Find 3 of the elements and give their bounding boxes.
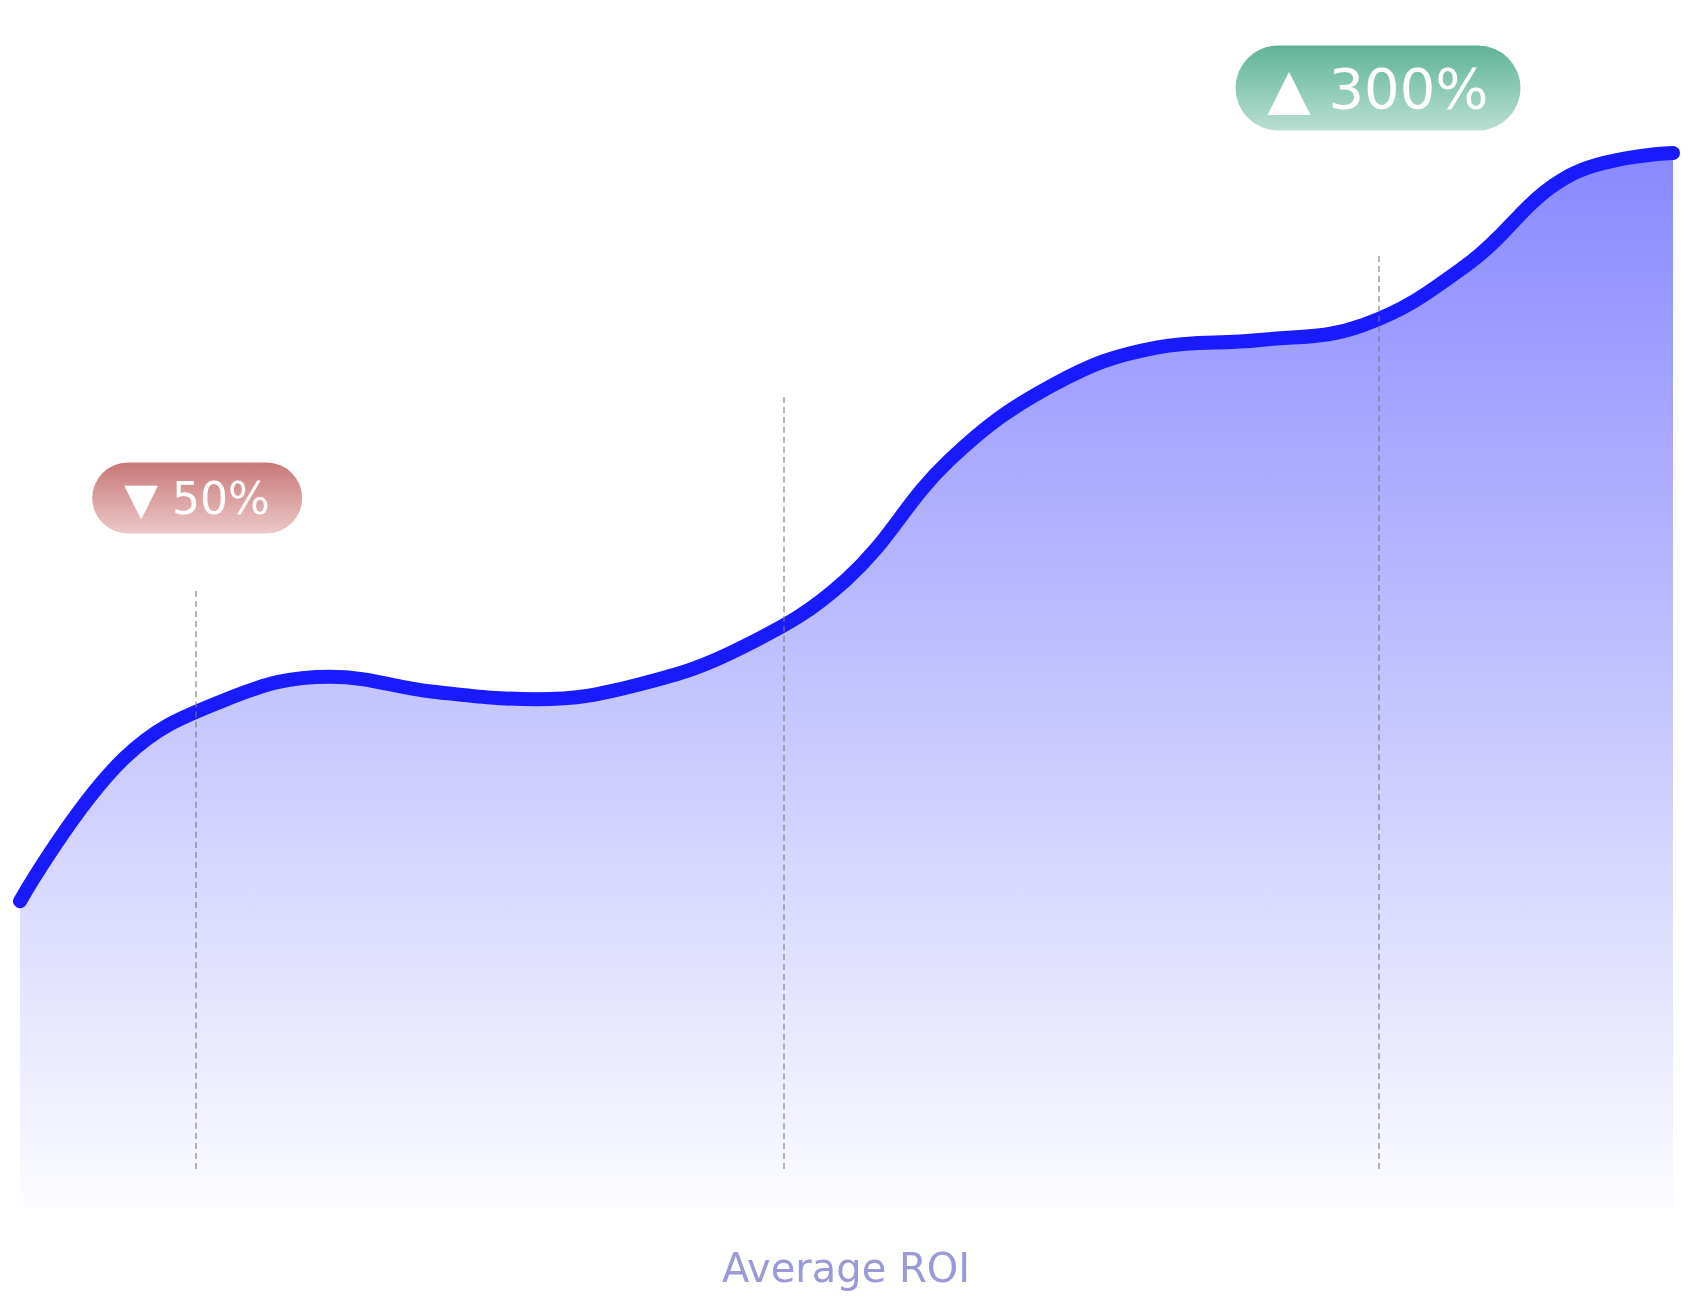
text: Average ROI	[721, 1245, 971, 1291]
text: ▲ 300%	[1235, 45, 1521, 131]
annotation: ▼ 50%	[92, 462, 302, 534]
